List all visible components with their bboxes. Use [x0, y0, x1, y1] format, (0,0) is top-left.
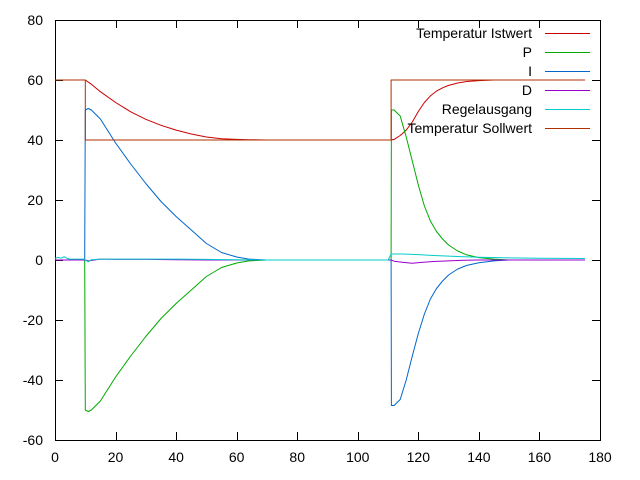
axes: 0 20 40 60 80 100 120 140 160 180 -60 -40 -20 0 20 40 60…: [23, 12, 612, 465]
x-tick-label: 80: [289, 449, 305, 465]
y-tick-label: 80: [27, 12, 43, 28]
y-tick-label: 0: [35, 252, 43, 268]
y-tick-label: -20: [23, 312, 43, 328]
legend-label-regelausgang: Regelausgang: [442, 101, 532, 117]
y-tick-label: 60: [27, 72, 43, 88]
y-tick-label: 20: [27, 192, 43, 208]
legend-label-p: P: [523, 44, 532, 60]
series-line-temperatur-sollwert: [55, 79, 585, 141]
legend-label-i: I: [528, 63, 532, 79]
x-tick-label: 100: [346, 449, 370, 465]
x-tick-label: 20: [108, 449, 124, 465]
x-tick-label: 160: [528, 449, 552, 465]
y-tick-label: -60: [23, 432, 43, 448]
legend: Temperatur Istwert PID Regelausgang Tempera…: [408, 25, 590, 136]
series-line-regelausgang: [54, 253, 585, 263]
legend-label-temperatur-sollwert: Temperatur Sollwert: [408, 120, 533, 136]
x-tick-label: 120: [407, 449, 431, 465]
x-tick-label: 180: [588, 449, 612, 465]
x-tick-label: 140: [467, 449, 491, 465]
x-tick-label: 40: [168, 449, 184, 465]
series-line-i: [55, 108, 585, 406]
legend-label-temperatur-istwert: Temperatur Istwert: [416, 25, 532, 41]
x-tick-label: 0: [51, 449, 59, 465]
plot-frame: [55, 20, 601, 441]
y-tick-label: 40: [27, 132, 43, 148]
legend-label-d: D: [522, 82, 532, 98]
series-lines: [54, 79, 585, 412]
series-line-p: [55, 109, 585, 412]
y-tick-label: -40: [23, 372, 43, 388]
x-tick-label: 60: [229, 449, 245, 465]
